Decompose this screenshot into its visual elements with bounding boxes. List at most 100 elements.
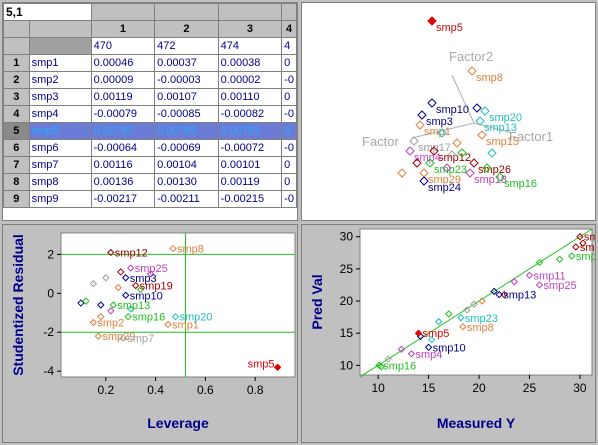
table-row[interactable]: 9 smp9 -0.00217 -0.00211 -0.00215 -0	[3, 190, 297, 208]
data-point-label: smp13	[503, 290, 536, 302]
value-cell[interactable]: -0	[281, 105, 297, 123]
data-point	[94, 332, 103, 340]
value-cell[interactable]: -0.00211	[154, 190, 219, 208]
table-row[interactable]: 4 smp4 -0.00079 -0.00085 -0.00082 -0	[3, 105, 297, 123]
data-point	[572, 243, 580, 251]
value-cell[interactable]: 0	[281, 173, 297, 191]
score-point	[427, 16, 437, 26]
value-cell[interactable]: -0	[281, 71, 297, 89]
row-number[interactable]: 7	[3, 156, 30, 174]
data-point	[495, 290, 503, 299]
value-cell[interactable]: 0	[281, 54, 297, 72]
value-cell[interactable]: 0.00104	[154, 156, 219, 174]
sample-name-cell[interactable]: smp7	[28, 156, 92, 174]
data-point-label: smp23	[465, 313, 498, 325]
value-cell[interactable]: -0	[281, 190, 297, 208]
value-cell[interactable]: 0.00037	[154, 54, 219, 72]
table-row[interactable]: 6 smp6 -0.00064 -0.00069 -0.00072 -0	[3, 139, 297, 157]
sample-name-cell[interactable]: smp5	[28, 122, 92, 140]
value-cell[interactable]: 0.00136	[90, 173, 156, 191]
column-header-1[interactable]: 1	[90, 20, 156, 38]
value-cell[interactable]: -0.00064	[90, 139, 156, 157]
score-point	[495, 172, 505, 182]
value-cell[interactable]: 0	[281, 122, 297, 140]
data-point	[97, 301, 105, 309]
factor1-axis-label: Factor1	[509, 129, 553, 144]
column-header-3[interactable]: 3	[217, 20, 283, 38]
header-filler	[90, 3, 156, 21]
table-row[interactable]: 1 smp1 0.00046 0.00037 0.00038 0	[3, 54, 297, 72]
value-cell[interactable]: 0.00009	[90, 71, 156, 89]
value-cell[interactable]: 0.00101	[217, 156, 283, 174]
value-cell[interactable]: 0.00119	[90, 88, 156, 106]
table-row[interactable]: 7 smp7 0.00116 0.00104 0.00101 0	[3, 156, 297, 174]
x-tick-label: 15	[422, 381, 436, 395]
value-cell[interactable]: 0.00130	[154, 173, 219, 191]
x-tick-label: 0.2	[97, 383, 114, 397]
sample-name-cell[interactable]: smp1	[28, 54, 92, 72]
data-point	[124, 312, 132, 321]
sample-name-cell[interactable]: smp9	[28, 190, 92, 208]
table-row[interactable]: 5 smp5 0.00797 0.00769 0.00781 0	[3, 122, 297, 140]
sample-name-cell[interactable]: smp6	[28, 139, 92, 157]
row-number[interactable]: 9	[3, 190, 30, 208]
prediction-plot[interactable]: 10 15 20 25 30 30 25 20 15 10 smp26smp12smp15 smp11…	[302, 225, 595, 442]
cell-reference[interactable]: 5,1	[3, 3, 92, 21]
row-number[interactable]: 4	[3, 105, 30, 123]
value-cell[interactable]: -0.00069	[154, 139, 219, 157]
row-number[interactable]: 2	[3, 71, 30, 89]
score-point	[457, 148, 467, 158]
score-point	[452, 138, 462, 148]
value-cell[interactable]: 0.00781	[217, 122, 283, 140]
score-point-label: smp10	[436, 104, 469, 116]
data-point	[397, 345, 406, 353]
sample-name-cell[interactable]: smp4	[28, 105, 92, 123]
value-cell[interactable]: -0.00072	[217, 139, 283, 157]
row-number[interactable]: 1	[3, 54, 30, 72]
row-number[interactable]: 6	[3, 139, 30, 157]
score-point-label: smp24	[428, 182, 461, 194]
value-cell[interactable]: 0.00002	[217, 71, 283, 89]
x-tick-label: 0.6	[197, 383, 214, 397]
x-tick-label: 10	[371, 381, 385, 395]
x-tick-label: 0.4	[147, 383, 164, 397]
value-cell[interactable]: -0.00082	[217, 105, 283, 123]
value-cell[interactable]: 0.00769	[154, 122, 219, 140]
value-cell[interactable]: 0.00797	[90, 122, 156, 140]
value-cell[interactable]: 0.00110	[217, 88, 283, 106]
score-point-label: smp8	[476, 72, 503, 84]
x-axis-title: Leverage	[147, 415, 209, 431]
factor-axis-label: Factor	[362, 134, 400, 149]
value-cell[interactable]: 0.00119	[217, 173, 283, 191]
value-cell[interactable]: -0.00003	[154, 71, 219, 89]
value-cell[interactable]: 0	[281, 88, 297, 106]
row-number[interactable]: 8	[3, 173, 30, 191]
column-header-4[interactable]: 4	[281, 20, 297, 38]
value-cell[interactable]: 0	[281, 156, 297, 174]
row-number[interactable]: 5	[3, 122, 30, 140]
value-cell[interactable]: 0.00116	[90, 156, 156, 174]
data-point	[82, 297, 90, 305]
column-header-2[interactable]: 2	[154, 20, 219, 38]
data-point-label: smp25	[135, 263, 168, 275]
table-row[interactable]: 2 smp2 0.00009 -0.00003 0.00002 -0	[3, 71, 297, 89]
score-point-label: smp4	[414, 152, 441, 164]
row-number[interactable]: 3	[3, 88, 30, 106]
data-point-label: smp7	[127, 333, 154, 345]
table-row[interactable]: 3 smp3 0.00119 0.00107 0.00110 0	[3, 88, 297, 106]
value-cell[interactable]: -0.00079	[90, 105, 156, 123]
sample-name-cell[interactable]: smp8	[28, 173, 92, 191]
value-cell[interactable]: -0.00085	[154, 105, 219, 123]
value-cell[interactable]: -0.00217	[90, 190, 156, 208]
value-cell[interactable]: 0.00107	[154, 88, 219, 106]
value-cell[interactable]: -0.00215	[217, 190, 283, 208]
data-point	[568, 252, 576, 260]
sample-name-cell[interactable]: smp2	[28, 71, 92, 89]
value-cell[interactable]: 0.00046	[90, 54, 156, 72]
value-cell[interactable]: -0	[281, 139, 297, 157]
value-cell[interactable]: 0.00038	[217, 54, 283, 72]
sample-name-cell[interactable]: smp3	[28, 88, 92, 106]
table-row[interactable]: 8 smp8 0.00136 0.00130 0.00119 0	[3, 173, 297, 191]
